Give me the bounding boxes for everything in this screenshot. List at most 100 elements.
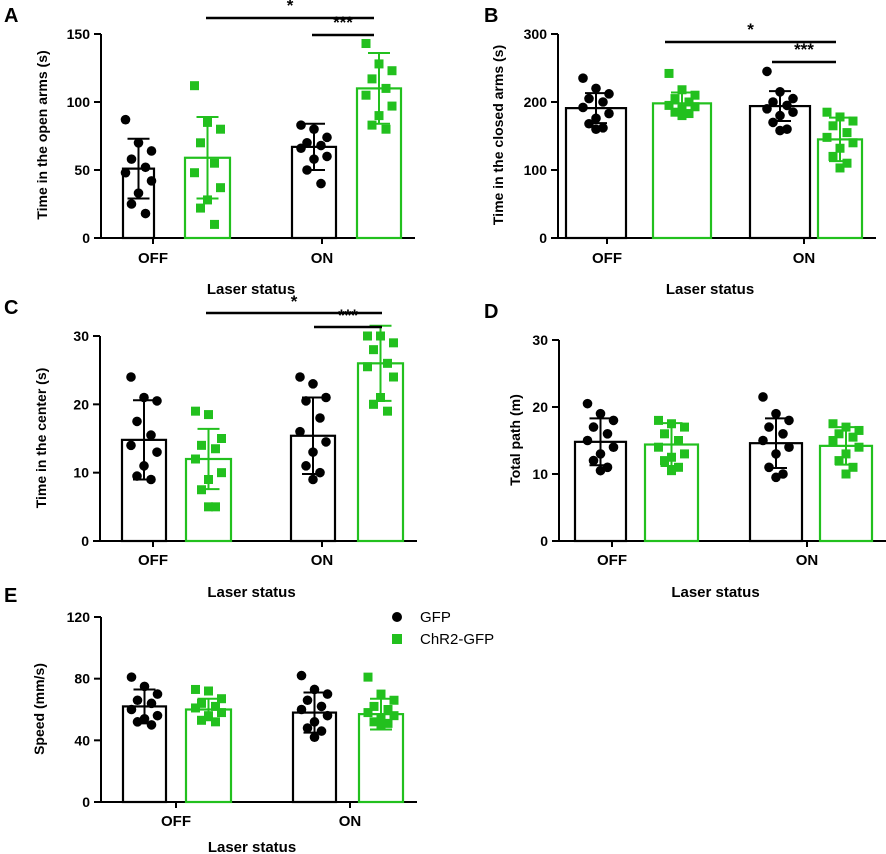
data-point-gfp-on (301, 461, 311, 471)
data-point-gfp-on (771, 472, 781, 483)
data-point-chr2-off (191, 454, 200, 464)
data-point-chr2-off (196, 138, 205, 148)
data-point-chr2-on (387, 101, 397, 111)
data-point-chr2-off (660, 456, 669, 466)
x-axis-title: Laser status (207, 584, 295, 601)
data-point-chr2-on (389, 372, 398, 382)
data-point-gfp-off (591, 83, 601, 94)
data-point-chr2-on (387, 66, 397, 76)
data-point-gfp-off (139, 681, 150, 692)
panel-letter: A (4, 5, 18, 27)
data-point-chr2-on (367, 120, 377, 130)
data-point-chr2-on (854, 442, 864, 452)
data-point-gfp-on (308, 379, 318, 389)
data-point-gfp-on (296, 670, 307, 681)
data-point-chr2-on (854, 425, 864, 435)
x-tick-label-off: OFF (161, 813, 191, 830)
data-point-gfp-on (316, 726, 327, 736)
data-point-gfp-off (120, 114, 131, 125)
data-point-chr2-off (664, 100, 674, 110)
data-point-gfp-on (295, 372, 305, 382)
y-tick-label: 150 (67, 26, 91, 42)
data-point-gfp-on (302, 165, 312, 175)
data-point-chr2-on (828, 121, 838, 131)
data-point-chr2-on (383, 406, 392, 416)
data-point-gfp-on (315, 413, 325, 423)
data-point-gfp-on (322, 132, 332, 143)
data-point-chr2-on (374, 111, 384, 121)
data-point-chr2-off (211, 717, 220, 727)
significance-label: * (287, 0, 294, 15)
x-tick-label-off: OFF (597, 552, 627, 569)
data-point-chr2-on (842, 158, 852, 168)
data-point-gfp-on (788, 107, 798, 117)
data-point-gfp-on (309, 154, 319, 164)
data-point-chr2-off (684, 109, 694, 119)
x-axis-title: Laser status (666, 281, 754, 298)
data-point-chr2-off (190, 81, 199, 91)
data-point-chr2-off (667, 419, 676, 429)
bar-chr2-off (184, 708, 233, 804)
data-point-chr2-on (363, 331, 372, 341)
y-tick-label: 100 (67, 94, 91, 110)
data-point-chr2-on (828, 436, 838, 445)
data-point-chr2-off (217, 468, 226, 478)
data-point-chr2-off (203, 117, 212, 127)
panel-letter: E (4, 585, 17, 607)
y-tick-label: 200 (524, 94, 548, 110)
data-point-gfp-on (764, 422, 774, 432)
x-tick-label-on: ON (311, 250, 334, 267)
data-point-chr2-off (216, 124, 225, 134)
x-tick-label-off: OFF (592, 250, 622, 267)
bar-chr2-off (651, 102, 713, 240)
legend-marker-gfp (392, 612, 402, 622)
data-point-chr2-on (374, 59, 384, 69)
y-tick-label: 50 (74, 162, 90, 178)
data-point-gfp-off (139, 461, 149, 471)
x-axis-title: Laser status (671, 584, 759, 601)
data-point-gfp-on (775, 125, 785, 136)
data-point-chr2-on (848, 138, 858, 148)
data-point-gfp-on (295, 426, 305, 437)
data-point-gfp-off (152, 447, 162, 457)
data-point-chr2-on (848, 432, 858, 442)
data-point-chr2-off (674, 436, 683, 445)
data-point-chr2-on (383, 358, 392, 368)
data-point-chr2-on (834, 456, 844, 466)
data-point-chr2-off (204, 475, 213, 484)
data-point-chr2-on (369, 345, 378, 355)
data-point-gfp-off (588, 455, 599, 466)
data-point-chr2-off (667, 452, 676, 462)
data-point-chr2-off (680, 449, 689, 459)
data-point-chr2-off (217, 434, 226, 443)
data-point-chr2-off (203, 195, 212, 205)
data-point-gfp-on (775, 87, 785, 97)
x-tick-label-off: OFF (138, 250, 168, 267)
data-point-chr2-on (841, 469, 851, 479)
panel-e: E 0 40 80 120 Speed (mm/s) OFF ON Laser status (4, 585, 417, 854)
panel-d: D 0 10 20 30 Total path (m) OFF ON Laser status (484, 301, 886, 601)
data-point-gfp-off (146, 698, 157, 709)
data-point-gfp-on (296, 120, 306, 130)
data-point-chr2-on (835, 163, 845, 173)
x-tick-label-on: ON (311, 552, 334, 569)
data-point-gfp-on (784, 442, 794, 453)
data-point-chr2-off (211, 701, 220, 711)
data-point-chr2-off (217, 694, 226, 704)
data-point-gfp-on (316, 140, 326, 151)
data-point-chr2-on (369, 399, 378, 409)
data-point-chr2-off (667, 466, 676, 476)
data-point-chr2-off (204, 711, 213, 721)
legend: GFP ChR2-GFP (392, 609, 494, 648)
data-point-gfp-off (595, 465, 606, 476)
data-point-gfp-off (591, 113, 601, 124)
data-point-gfp-off (140, 162, 151, 173)
data-point-chr2-off (204, 686, 213, 696)
y-tick-label: 0 (539, 230, 547, 246)
y-tick-label: 0 (540, 533, 548, 549)
data-point-gfp-off (126, 199, 137, 209)
data-point-gfp-off (139, 392, 149, 403)
data-point-gfp-on (321, 437, 331, 447)
x-tick-label-on: ON (339, 813, 362, 830)
significance-label: *** (794, 40, 814, 59)
